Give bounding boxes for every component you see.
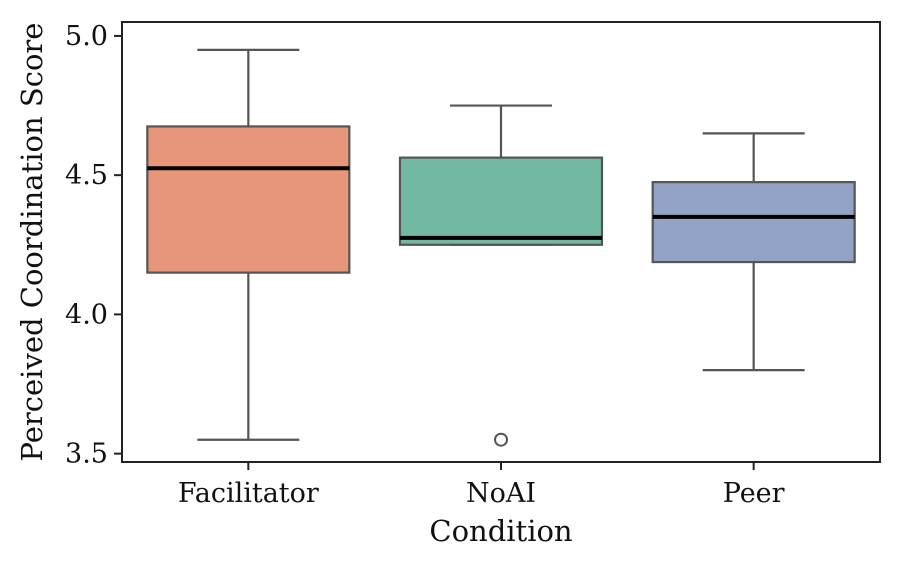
y-tick-label: 5.0 [65,21,108,52]
box-iqr [398,156,604,246]
x-tick-label: NoAI [466,478,536,509]
y-tick-label: 3.5 [65,439,108,470]
outlier-point [494,432,508,447]
y-tick-label: 4.5 [65,160,108,191]
box-iqr [146,125,351,274]
x-tick-label: Facilitator [178,478,319,509]
x-tick-label: Peer [723,478,785,509]
y-axis-label: Perceived Coordination Score [15,23,49,462]
x-axis: Facilitator NoAI Peer [178,462,785,509]
box-group [398,104,604,447]
box-group [651,132,856,372]
box-iqr [651,181,856,264]
x-axis-label: Condition [429,514,572,548]
boxes-layer [146,48,856,447]
y-axis: 3.5 4.0 4.5 5.0 [65,21,122,470]
box-group [146,48,351,441]
y-tick-label: 4.0 [65,299,108,330]
